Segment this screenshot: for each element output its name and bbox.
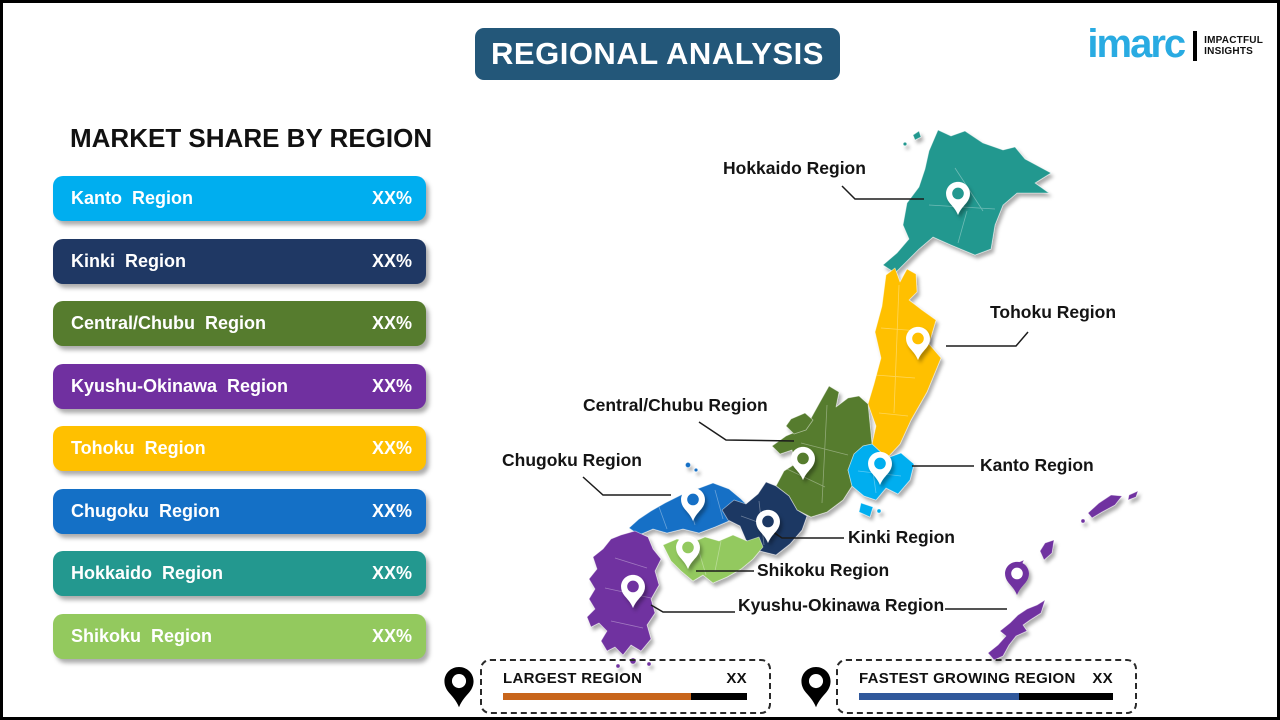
share-bar-label: Hokkaido Region	[71, 563, 224, 583]
share-bar-label: Shikoku Region	[71, 625, 213, 646]
map-label-shikoku: Shikoku Region	[757, 560, 890, 580]
hokkaido-pin-icon	[946, 181, 970, 215]
share-bar-tohoku: Tohoku Region XX%	[53, 426, 426, 471]
leader-chugoku	[582, 476, 671, 496]
share-bar-shikoku: Shikoku Region XX%	[53, 613, 426, 659]
leader-kyushu-left	[650, 604, 735, 613]
share-bar-label: Kanto Region	[71, 188, 193, 208]
kanto-pin-icon	[868, 451, 892, 485]
map-label-hokkaido: Hokkaido Region	[723, 158, 866, 178]
fastest-region-pin-icon	[801, 666, 831, 708]
leader-central	[698, 421, 795, 442]
leader-tohoku	[946, 331, 1029, 347]
share-bar-hokkaido: Hokkaido Region XX%	[53, 551, 426, 596]
map-label-kyushu-okinawa: Kyushu-Okinawa Region	[738, 595, 945, 615]
fastest-region-bar-fill	[859, 693, 1020, 700]
share-bar-kanto: Kanto Region XX%	[53, 176, 426, 221]
okinawa-pin-icon	[1005, 561, 1029, 595]
largest-region-value: XX	[726, 670, 747, 687]
share-bar-chugoku: Chugoku Region XX%	[53, 488, 426, 534]
logo-tagline-line1: IMPACTFUL	[1204, 35, 1263, 46]
share-bar-value: XX%	[371, 313, 412, 333]
share-bar-value: XX%	[371, 625, 412, 646]
map-label-tohoku: Tohoku Region	[990, 302, 1117, 322]
kyushu-pin-icon	[621, 574, 645, 608]
logo-tagline: IMPACTFUL INSIGHTS	[1204, 35, 1263, 57]
page-title-text: REGIONAL ANALYSIS	[491, 36, 824, 71]
largest-region-pin-icon	[444, 666, 474, 708]
share-bar-kinki: Kinki Region XX%	[53, 238, 426, 284]
map-label-chugoku: Chugoku Region	[502, 450, 642, 470]
kinki-pin-icon	[756, 509, 780, 543]
share-bar-value: XX%	[371, 250, 412, 271]
largest-region-bar-fill	[503, 693, 691, 700]
share-bar-kyushu-okinawa: Kyushu-Okinawa Region XX%	[53, 363, 426, 409]
share-bar-label: Kinki Region	[71, 250, 187, 271]
fastest-region-bar	[859, 693, 1113, 700]
map-label-kinki: Kinki Region	[848, 527, 955, 547]
share-bar-value: XX%	[371, 438, 412, 458]
market-share-heading: MARKET SHARE BY REGION	[70, 123, 433, 153]
central-chubu-pin-icon	[791, 446, 815, 480]
largest-region-label: LARGEST REGION	[503, 670, 643, 687]
share-bar-central-chubu: Central/Chubu Region XX%	[53, 301, 426, 346]
logo-tagline-line2: INSIGHTS	[1204, 46, 1253, 57]
share-bar-label: Chugoku Region	[71, 500, 220, 521]
share-bar-value: XX%	[371, 563, 412, 583]
fastest-region-value: XX	[1092, 670, 1113, 687]
share-bar-value: XX%	[371, 188, 412, 208]
map-label-central-chubu: Central/Chubu Region	[583, 395, 768, 415]
share-bar-label: Tohoku Region	[71, 438, 206, 458]
imarc-logo: imarc IMPACTFUL INSIGHTS	[1087, 22, 1263, 66]
fastest-region-label: FASTEST GROWING REGION	[859, 670, 1076, 687]
chugoku-pin-icon	[681, 487, 705, 521]
japan-map	[582, 129, 1139, 669]
share-bar-value: XX%	[371, 375, 412, 396]
share-bar-label: Kyushu-Okinawa Region	[71, 375, 289, 396]
fastest-region-legend: FASTEST GROWING REGION XX	[836, 659, 1137, 714]
shikoku-pin-icon	[676, 535, 700, 569]
leader-lines	[582, 185, 1029, 613]
largest-region-legend: LARGEST REGION XX	[480, 659, 771, 714]
map-region-tohoku	[867, 267, 942, 459]
largest-region-bar	[503, 693, 747, 700]
tohoku-pin-icon	[906, 326, 930, 360]
share-bar-label: Central/Chubu Region	[71, 313, 266, 333]
page-title: REGIONAL ANALYSIS	[475, 28, 840, 80]
logo-divider	[1193, 31, 1198, 61]
imarc-logo-text: imarc	[1087, 22, 1186, 66]
share-bar-value: XX%	[371, 500, 412, 521]
market-share-list: Kanto Region XX% Kinki Region XX% Centra…	[53, 176, 426, 676]
map-label-kanto: Kanto Region	[980, 455, 1094, 475]
leader-hokkaido	[841, 185, 924, 200]
